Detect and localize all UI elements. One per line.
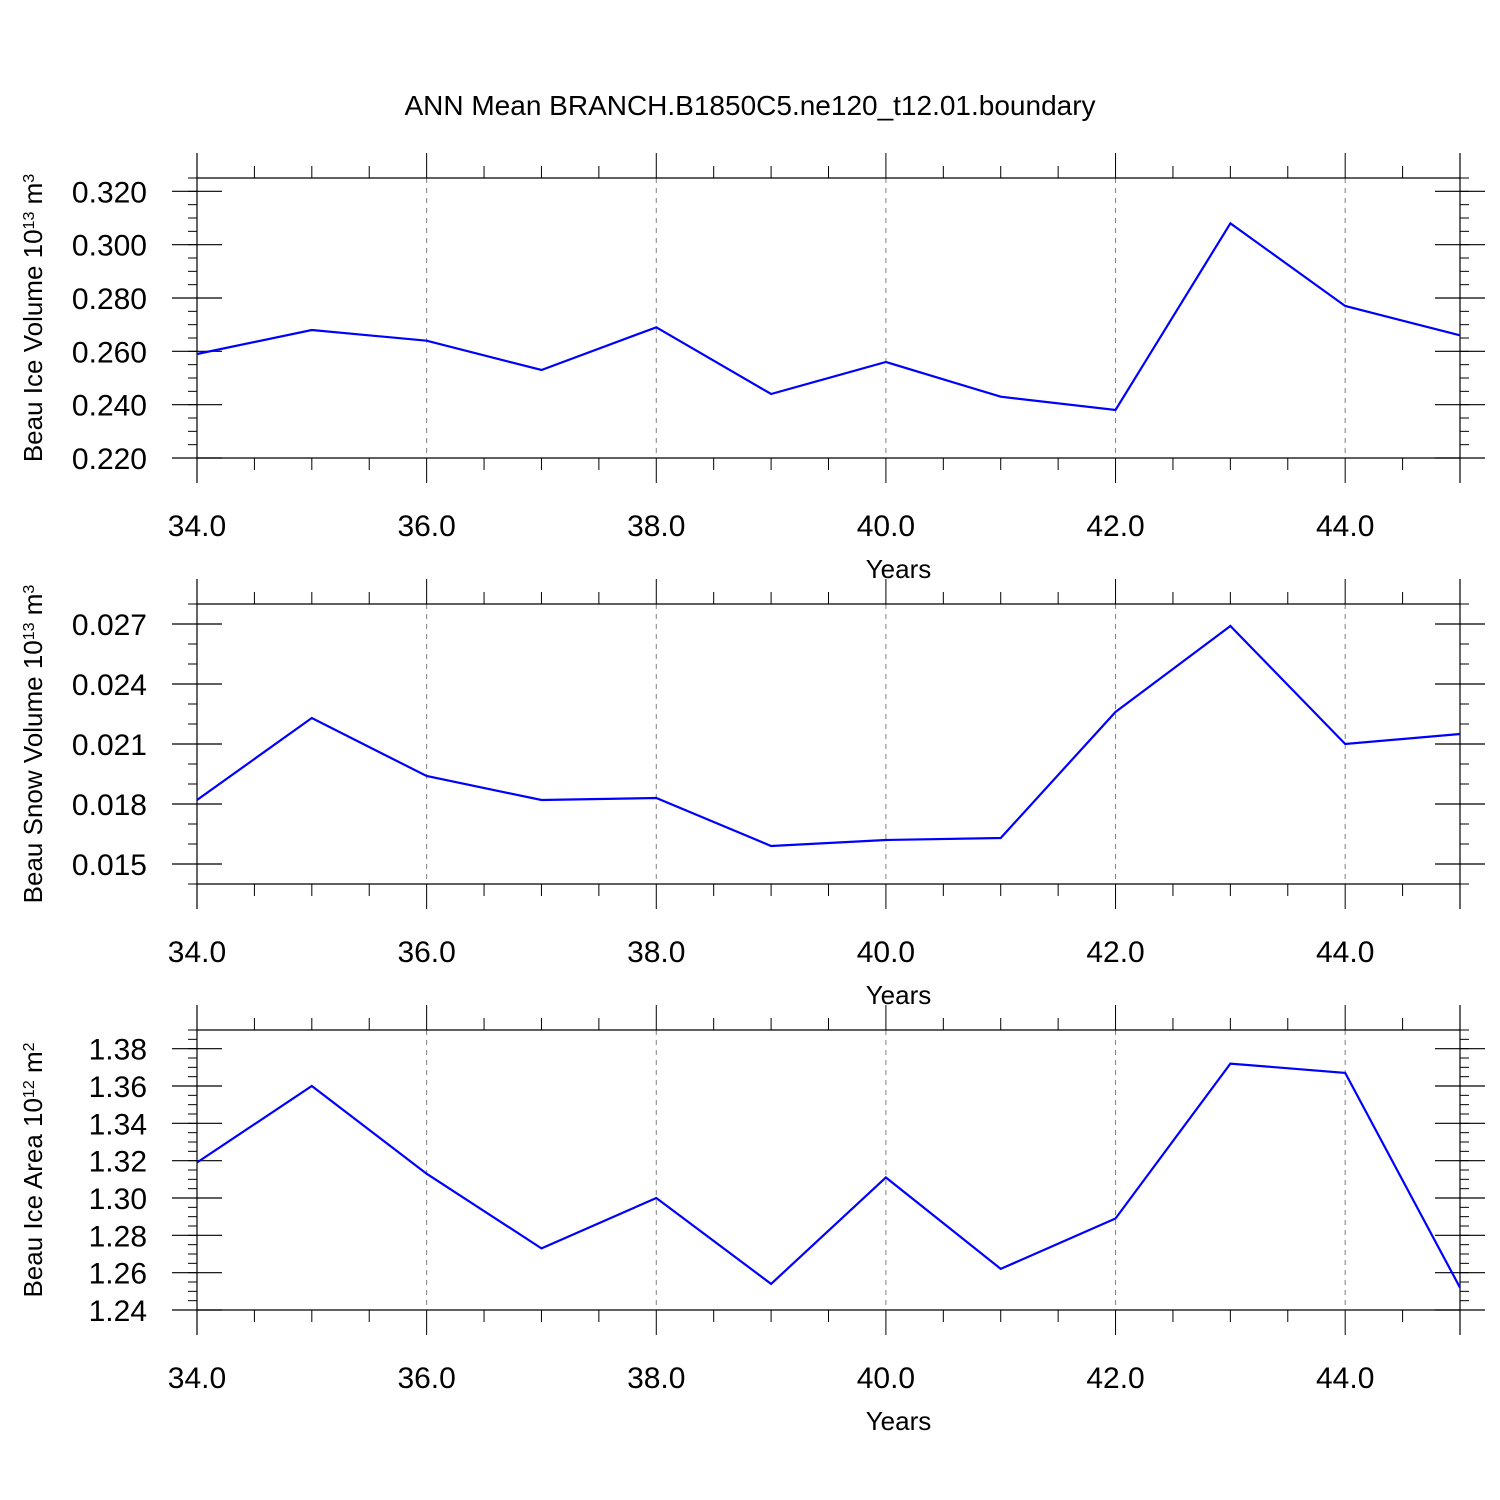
y-tick-label: 1.28	[89, 1220, 147, 1253]
x-tick-label: 36.0	[397, 1362, 455, 1395]
x-tick-label: 44.0	[1316, 936, 1374, 969]
y-axis-label-text: m	[18, 594, 48, 623]
y-axis-label-superscript: 13	[21, 212, 38, 230]
y-axis-label-text: Beau Ice Area 10	[18, 1098, 48, 1297]
y-tick-label: 0.280	[72, 283, 147, 316]
series-line	[196, 1062, 1461, 1289]
x-tick-label: 42.0	[1086, 1362, 1144, 1395]
x-tick-label: 44.0	[1316, 510, 1374, 543]
x-tick-label: 40.0	[857, 510, 915, 543]
y-tick-label: 1.26	[89, 1258, 147, 1291]
y-tick-label: 0.024	[72, 669, 147, 702]
x-tick-label: 36.0	[397, 510, 455, 543]
y-tick-label: 0.220	[72, 443, 147, 476]
y-tick-label: 1.36	[89, 1071, 147, 1104]
y-tick-label: 0.240	[72, 390, 147, 423]
y-tick-label: 1.32	[89, 1146, 147, 1179]
x-tick-label: 42.0	[1086, 510, 1144, 543]
y-tick-label: 1.24	[89, 1295, 147, 1328]
x-tick-label: 34.0	[168, 510, 226, 543]
x-tick-label: 34.0	[168, 936, 226, 969]
y-tick-label: 0.021	[72, 729, 147, 762]
x-tick-label: 38.0	[627, 510, 685, 543]
y-axis-label-superscript: 2	[21, 1042, 38, 1051]
y-tick-label: 1.34	[89, 1108, 147, 1141]
figure-title: ANN Mean BRANCH.B1850C5.ne120_t12.01.bou…	[404, 90, 1095, 121]
y-axis-label: Beau Ice Area 1012 m2	[18, 1042, 48, 1297]
x-tick-label: 36.0	[397, 936, 455, 969]
series-line	[196, 624, 1461, 848]
chart-panel-3: 1.24 1.26 1.28 1.30 1.32 1.34 1.36 1.38 34.0 36.0…	[18, 1005, 1485, 1436]
series-line	[196, 221, 1461, 412]
chart-panel-2: 0.015 0.018 0.021 0.024 0.027 34.0 36.0 38.0 40.…	[18, 579, 1485, 1010]
y-axis-label-superscript: 12	[21, 1080, 38, 1098]
y-tick-label: 0.260	[72, 336, 147, 369]
x-axis-label: Years	[866, 554, 932, 584]
y-axis-label-text: m	[18, 1051, 48, 1080]
x-tick-label: 38.0	[627, 936, 685, 969]
y-tick-label: 0.015	[72, 849, 147, 882]
y-axis-label-superscript: 3	[21, 174, 38, 183]
y-tick-label: 0.027	[72, 609, 147, 642]
y-tick-label: 0.018	[72, 789, 147, 822]
y-axis-label-text: Beau Snow Volume 10	[18, 640, 48, 903]
y-axis-label-superscript: 3	[21, 585, 38, 594]
x-axis-label: Years	[866, 1406, 932, 1436]
y-axis-label-superscript: 13	[21, 622, 38, 640]
x-tick-label: 38.0	[627, 1362, 685, 1395]
x-tick-label: 44.0	[1316, 1362, 1374, 1395]
x-tick-label: 42.0	[1086, 936, 1144, 969]
y-tick-label: 1.30	[89, 1183, 147, 1216]
y-axis-label-text: m	[18, 183, 48, 212]
y-tick-label: 0.320	[72, 176, 147, 209]
y-axis-label-text: Beau Ice Volume 10	[18, 229, 48, 462]
x-tick-label: 40.0	[857, 936, 915, 969]
y-axis-label: Beau Snow Volume 1013 m3	[18, 585, 48, 904]
y-axis-label: Beau Ice Volume 1013 m3	[18, 174, 48, 462]
y-tick-label: 1.38	[89, 1034, 147, 1067]
panels-container: 0.220 0.240 0.260 0.280 0.300 0.320 34.0 36.0 38…	[18, 153, 1485, 1436]
x-tick-label: 34.0	[168, 1362, 226, 1395]
y-tick-label: 0.300	[72, 230, 147, 263]
x-tick-label: 40.0	[857, 1362, 915, 1395]
chart-panel-1: 0.220 0.240 0.260 0.280 0.300 0.320 34.0 36.0 38…	[18, 153, 1485, 584]
x-axis-label: Years	[866, 980, 932, 1010]
